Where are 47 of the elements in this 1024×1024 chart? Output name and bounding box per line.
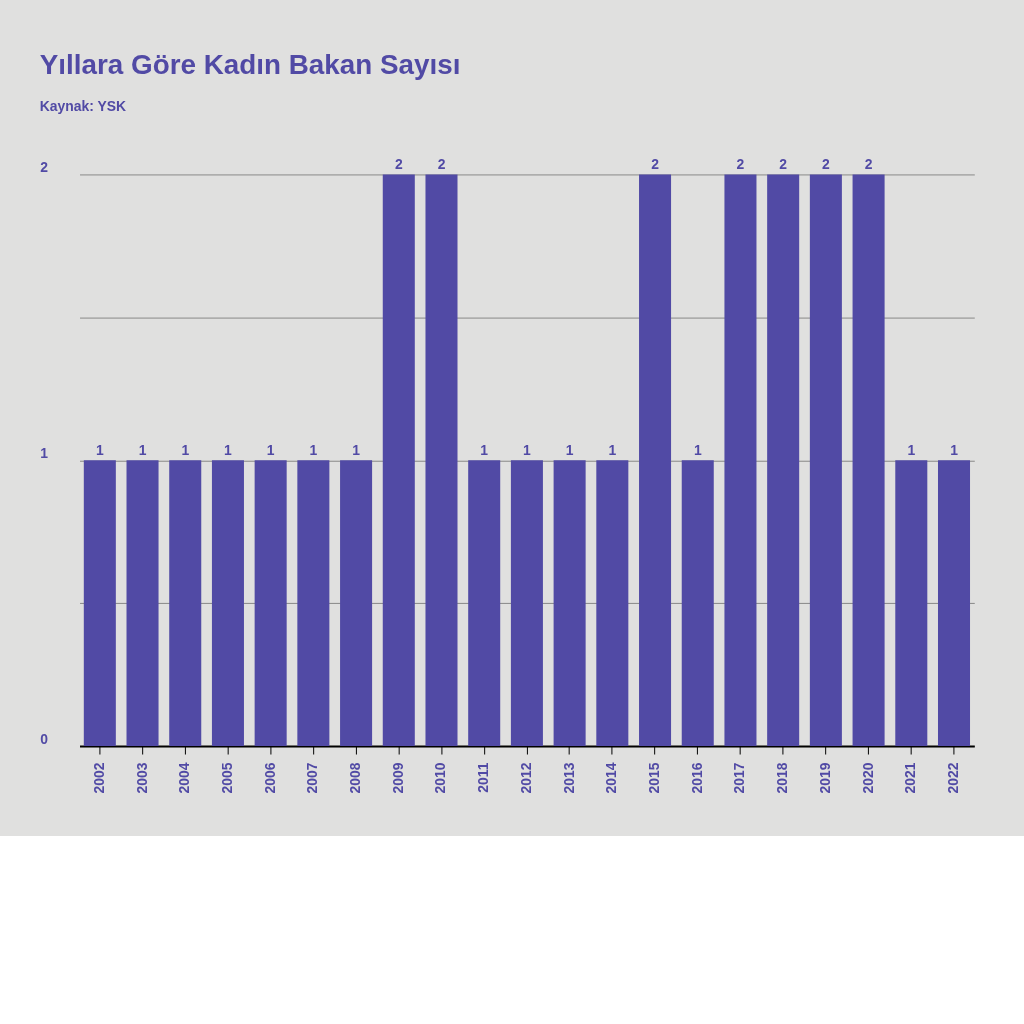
x-tick-label: 2014 [603,762,620,794]
data-label: 1 [309,442,318,459]
x-tick-label: 2004 [176,762,193,794]
data-label: 1 [907,442,916,459]
x-tick-label: 2021 [902,762,919,794]
x-tick-label: 2003 [133,762,150,794]
x-tick-label: 2017 [731,762,748,794]
y-tick-label: 1 [40,444,49,461]
x-tick-label: 2006 [261,762,278,794]
data-label: 1 [608,442,617,459]
x-tick-label: 2008 [347,762,364,794]
x-tick-label: 2022 [944,762,961,794]
x-tick-label: 2007 [304,762,321,794]
data-label: 1 [352,442,361,459]
data-label: 1 [224,442,233,459]
y-tick-label: 2 [40,158,49,175]
data-label: 2 [651,156,660,173]
data-label: 2 [437,156,446,173]
x-tick-label: 2020 [859,762,876,794]
x-tick-label: 2009 [389,762,406,794]
data-label: 2 [822,156,831,173]
x-tick-label: 2012 [517,762,534,794]
data-label: 2 [779,156,788,173]
data-label: 1 [565,442,574,459]
x-tick-label: 2019 [816,762,833,794]
data-label: 1 [480,442,489,459]
chart-title: Yıllara Göre Kadın Bakan Sayısı [39,49,461,81]
x-tick-label: 2010 [432,762,449,794]
data-label: 1 [95,442,104,459]
data-label: 2 [394,156,403,173]
data-label: 2 [864,156,873,173]
x-tick-label: 2011 [475,762,492,793]
data-label: 1 [523,442,532,459]
x-tick-label: 2013 [560,762,577,794]
x-tick-label: 2002 [90,762,107,794]
data-label: 1 [693,442,702,459]
chart-subtitle: Kaynak: YSK [39,97,127,114]
x-tick-label: 2018 [774,762,791,794]
x-tick-label: 2015 [646,762,663,794]
x-tick-label: 2005 [218,762,235,794]
data-label: 1 [181,442,190,459]
data-label: 1 [950,442,959,459]
x-tick-label: 2016 [688,762,705,794]
data-label: 1 [138,442,147,459]
y-tick-label: 0 [40,730,49,747]
data-label: 2 [736,156,745,173]
data-label: 1 [266,442,275,459]
